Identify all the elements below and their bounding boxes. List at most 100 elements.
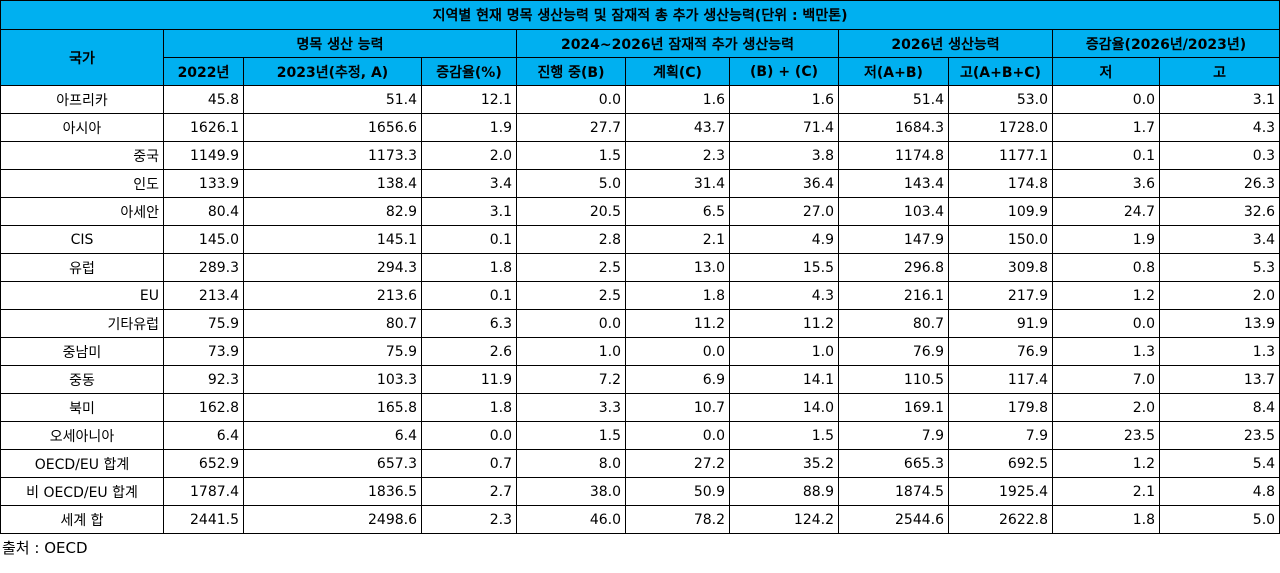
- table-cell: 0.0: [516, 85, 626, 114]
- table-cell: 1.8: [421, 393, 517, 422]
- header-b-plus-c: (B) + (C): [729, 57, 839, 86]
- table-cell: 652.9: [163, 449, 244, 478]
- table-cell: 46.0: [516, 505, 626, 534]
- table-cell: 2.5: [516, 281, 626, 310]
- table-cell: 1626.1: [163, 113, 244, 142]
- region-name: CIS: [0, 225, 164, 254]
- table-cell: 3.4: [421, 169, 517, 198]
- table-cell: 1.9: [1052, 225, 1160, 254]
- table-cell: 26.3: [1158, 169, 1280, 198]
- region-name: 오세아니아: [0, 421, 164, 450]
- table-cell: 2.1: [1052, 477, 1160, 506]
- table-cell: 50.9: [625, 477, 730, 506]
- region-name: 기타유럽: [0, 309, 164, 338]
- table-cell: 14.1: [729, 365, 839, 394]
- table-cell: 23.5: [1158, 421, 1280, 450]
- region-name: 아프리카: [0, 85, 164, 114]
- table-cell: 2.8: [516, 225, 626, 254]
- table-body: 아프리카 45.8 51.4 12.1 0.0 1.6 1.6 51.4 53.0 0.0 3.1 아…: [0, 85, 1280, 534]
- table-cell: 43.7: [625, 113, 730, 142]
- table-cell: 92.3: [163, 365, 244, 394]
- table-cell: 7.9: [948, 421, 1053, 450]
- region-name: EU: [0, 281, 164, 310]
- table-cell: 13.9: [1158, 309, 1280, 338]
- table-cell: 10.7: [625, 393, 730, 422]
- table-cell: 4.3: [1158, 113, 1280, 142]
- table-cell: 71.4: [729, 113, 839, 142]
- table-row: 중남미 73.9 75.9 2.6 1.0 0.0 1.0 76.9 76.9 1.3 1.3: [0, 337, 1280, 366]
- table-cell: 13.7: [1158, 365, 1280, 394]
- table-cell: 0.0: [421, 421, 517, 450]
- region-name: 중동: [0, 365, 164, 394]
- table-cell: 11.9: [421, 365, 517, 394]
- table-cell: 82.9: [243, 197, 422, 226]
- table-row: 인도 133.9 138.4 3.4 5.0 31.4 36.4 143.4 174.8 3.6 2…: [0, 169, 1280, 198]
- table-cell: 1174.8: [838, 141, 949, 170]
- table-cell: 8.0: [516, 449, 626, 478]
- table-cell: 5.3: [1158, 253, 1280, 282]
- table-cell: 80.7: [838, 309, 949, 338]
- table-cell: 1.5: [516, 421, 626, 450]
- table-cell: 2.6: [421, 337, 517, 366]
- table-cell: 1.0: [729, 337, 839, 366]
- region-name: 세계 합: [0, 505, 164, 534]
- table-row: 세계 합 2441.5 2498.6 2.3 46.0 78.2 124.2 2544.6 26…: [0, 505, 1280, 534]
- table-cell: 213.6: [243, 281, 422, 310]
- table-row: 중동 92.3 103.3 11.9 7.2 6.9 14.1 110.5 117.4 7.0 13…: [0, 365, 1280, 394]
- table-cell: 3.4: [1158, 225, 1280, 254]
- region-name: 중국: [0, 141, 164, 170]
- table-cell: 0.1: [421, 281, 517, 310]
- table-row: 유럽 289.3 294.3 1.8 2.5 13.0 15.5 296.8 309.8 0.8 5…: [0, 253, 1280, 282]
- table-cell: 5.0: [1158, 505, 1280, 534]
- table-cell: 692.5: [948, 449, 1053, 478]
- table-cell: 6.4: [163, 421, 244, 450]
- table-cell: 6.4: [243, 421, 422, 450]
- table-cell: 14.0: [729, 393, 839, 422]
- table-cell: 103.3: [243, 365, 422, 394]
- table-cell: 2.7: [421, 477, 517, 506]
- table-cell: 5.4: [1158, 449, 1280, 478]
- table-cell: 1.2: [1052, 281, 1160, 310]
- table-cell: 1177.1: [948, 141, 1053, 170]
- table-cell: 0.0: [1052, 309, 1160, 338]
- table-cell: 7.9: [838, 421, 949, 450]
- table-cell: 0.0: [625, 337, 730, 366]
- table-cell: 12.1: [421, 85, 517, 114]
- table-cell: 4.9: [729, 225, 839, 254]
- table-cell: 179.8: [948, 393, 1053, 422]
- table-cell: 3.6: [1052, 169, 1160, 198]
- table-row: EU 213.4 213.6 0.1 2.5 1.8 4.3 216.1 217.9 1.2 2.0: [0, 281, 1280, 310]
- table-cell: 1787.4: [163, 477, 244, 506]
- table-cell: 78.2: [625, 505, 730, 534]
- table-cell: 3.8: [729, 141, 839, 170]
- table-cell: 24.7: [1052, 197, 1160, 226]
- table-cell: 88.9: [729, 477, 839, 506]
- table-cell: 36.4: [729, 169, 839, 198]
- table-title: 지역별 현재 명목 생산능력 및 잠재적 총 추가 생산능력(단위 : 백만톤): [0, 0, 1280, 30]
- source-note: 출처 : OECD: [2, 539, 88, 557]
- table-cell: 3.1: [421, 197, 517, 226]
- region-name: 북미: [0, 393, 164, 422]
- region-name: 인도: [0, 169, 164, 198]
- table-cell: 296.8: [838, 253, 949, 282]
- table-cell: 76.9: [838, 337, 949, 366]
- table-cell: 174.8: [948, 169, 1053, 198]
- table-row: OECD/EU 합계 652.9 657.3 0.7 8.0 27.2 35.2 665.3 6…: [0, 449, 1280, 478]
- table-cell: 1.0: [516, 337, 626, 366]
- table-cell: 309.8: [948, 253, 1053, 282]
- table-cell: 35.2: [729, 449, 839, 478]
- table-cell: 169.1: [838, 393, 949, 422]
- table-cell: 6.9: [625, 365, 730, 394]
- header-2023: 2023년(추정, A): [243, 57, 422, 86]
- table-cell: 0.0: [625, 421, 730, 450]
- table-cell: 117.4: [948, 365, 1053, 394]
- table-cell: 0.1: [1052, 141, 1160, 170]
- table-cell: 165.8: [243, 393, 422, 422]
- table-cell: 8.4: [1158, 393, 1280, 422]
- table-cell: 109.9: [948, 197, 1053, 226]
- table-cell: 7.0: [1052, 365, 1160, 394]
- table-cell: 53.0: [948, 85, 1053, 114]
- table-cell: 1.3: [1052, 337, 1160, 366]
- table-cell: 1874.5: [838, 477, 949, 506]
- table-cell: 1728.0: [948, 113, 1053, 142]
